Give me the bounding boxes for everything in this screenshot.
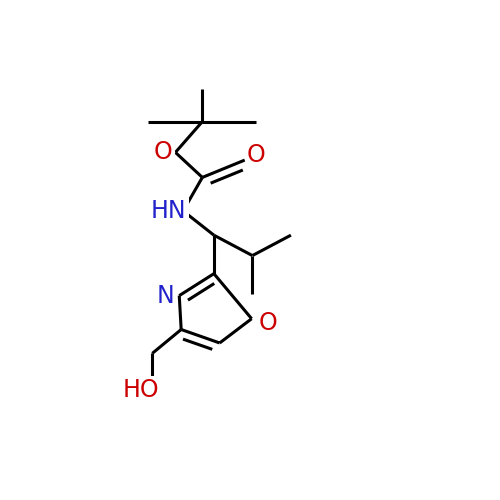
Text: O: O [154,140,172,164]
Text: O: O [258,312,277,336]
Text: HN: HN [150,199,186,223]
Text: HO: HO [122,378,159,402]
Text: O: O [247,144,266,168]
Text: N: N [157,284,174,308]
